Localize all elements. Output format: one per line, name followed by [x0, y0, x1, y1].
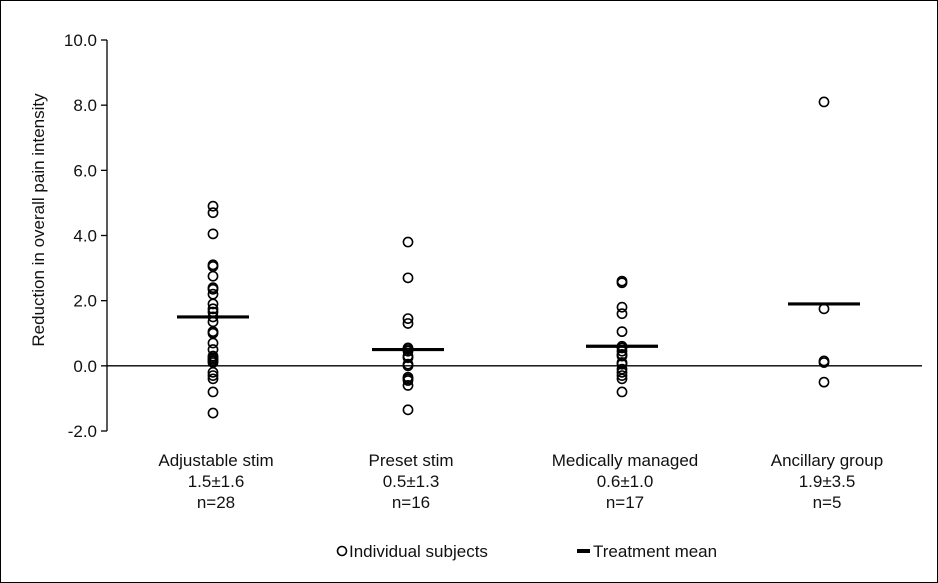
data-point	[616, 342, 628, 354]
group-n-label: n=5	[813, 493, 842, 512]
plot-area: -2.0 0.0 2.0 4.0 6.0 8.0 10.0 Adjustable stim 1.…	[64, 31, 922, 512]
data-point	[402, 404, 414, 416]
legend-mean-label: Treatment mean	[593, 542, 717, 561]
group-name-label: Preset stim	[368, 451, 453, 470]
data-point	[207, 303, 219, 315]
y-tick-label: 4.0	[73, 227, 97, 246]
data-point	[616, 373, 628, 385]
data-point	[818, 303, 830, 315]
data-point	[818, 357, 830, 368]
data-point	[207, 270, 219, 282]
data-point	[402, 352, 414, 364]
data-point	[616, 386, 628, 398]
data-point	[616, 366, 628, 378]
group-stat-label: 1.9±3.5	[799, 472, 856, 491]
data-point	[616, 277, 628, 289]
group-n-label: n=28	[197, 493, 235, 512]
y-tick-label: 2.0	[73, 292, 97, 311]
group-stat-label: 0.6±1.0	[597, 472, 654, 491]
data-point	[207, 337, 219, 349]
y-tick-label: 0.0	[73, 357, 97, 376]
data-point	[402, 345, 414, 357]
legend-points-marker	[336, 545, 348, 557]
data-point	[207, 386, 219, 398]
data-point	[207, 283, 219, 295]
y-tick-label: 8.0	[73, 96, 97, 115]
data-point	[207, 298, 219, 310]
y-tick-label: 6.0	[73, 161, 97, 180]
data-point	[616, 326, 628, 338]
y-tick-label: 10.0	[64, 31, 97, 50]
data-point	[402, 360, 414, 372]
data-point	[207, 370, 219, 382]
group-stat-label: 0.5±1.3	[383, 472, 440, 491]
legend: Individual subjects Treatment mean	[336, 542, 717, 561]
data-point	[402, 236, 414, 248]
legend-mean-marker	[577, 549, 590, 553]
data-point	[616, 308, 628, 320]
group-name-label: Medically managed	[552, 451, 698, 470]
legend-points-label: Individual subjects	[349, 542, 488, 561]
data-point	[616, 370, 628, 382]
group-name-label: Ancillary group	[771, 451, 883, 470]
data-point	[402, 318, 414, 329]
data-point	[616, 350, 628, 362]
y-tick-label: -2.0	[68, 422, 97, 441]
data-point	[818, 96, 830, 108]
group-n-label: n=17	[606, 493, 644, 512]
data-point	[616, 301, 628, 313]
data-point	[207, 366, 219, 378]
data-point	[402, 313, 414, 324]
data-point	[207, 207, 219, 219]
group-name-label: Adjustable stim	[158, 451, 273, 470]
data-point	[207, 373, 219, 385]
data-point	[616, 358, 628, 370]
data-point	[818, 376, 830, 388]
data-point	[402, 375, 414, 386]
data-point	[402, 272, 414, 284]
y-axis-title: Reduction in overall pain intensity	[29, 93, 48, 347]
group-stat-label: 1.5±1.6	[188, 472, 245, 491]
group-n-label: n=16	[392, 493, 430, 512]
data-point	[207, 228, 219, 240]
data-point	[402, 379, 414, 391]
data-point	[207, 407, 219, 419]
data-point	[207, 200, 219, 212]
